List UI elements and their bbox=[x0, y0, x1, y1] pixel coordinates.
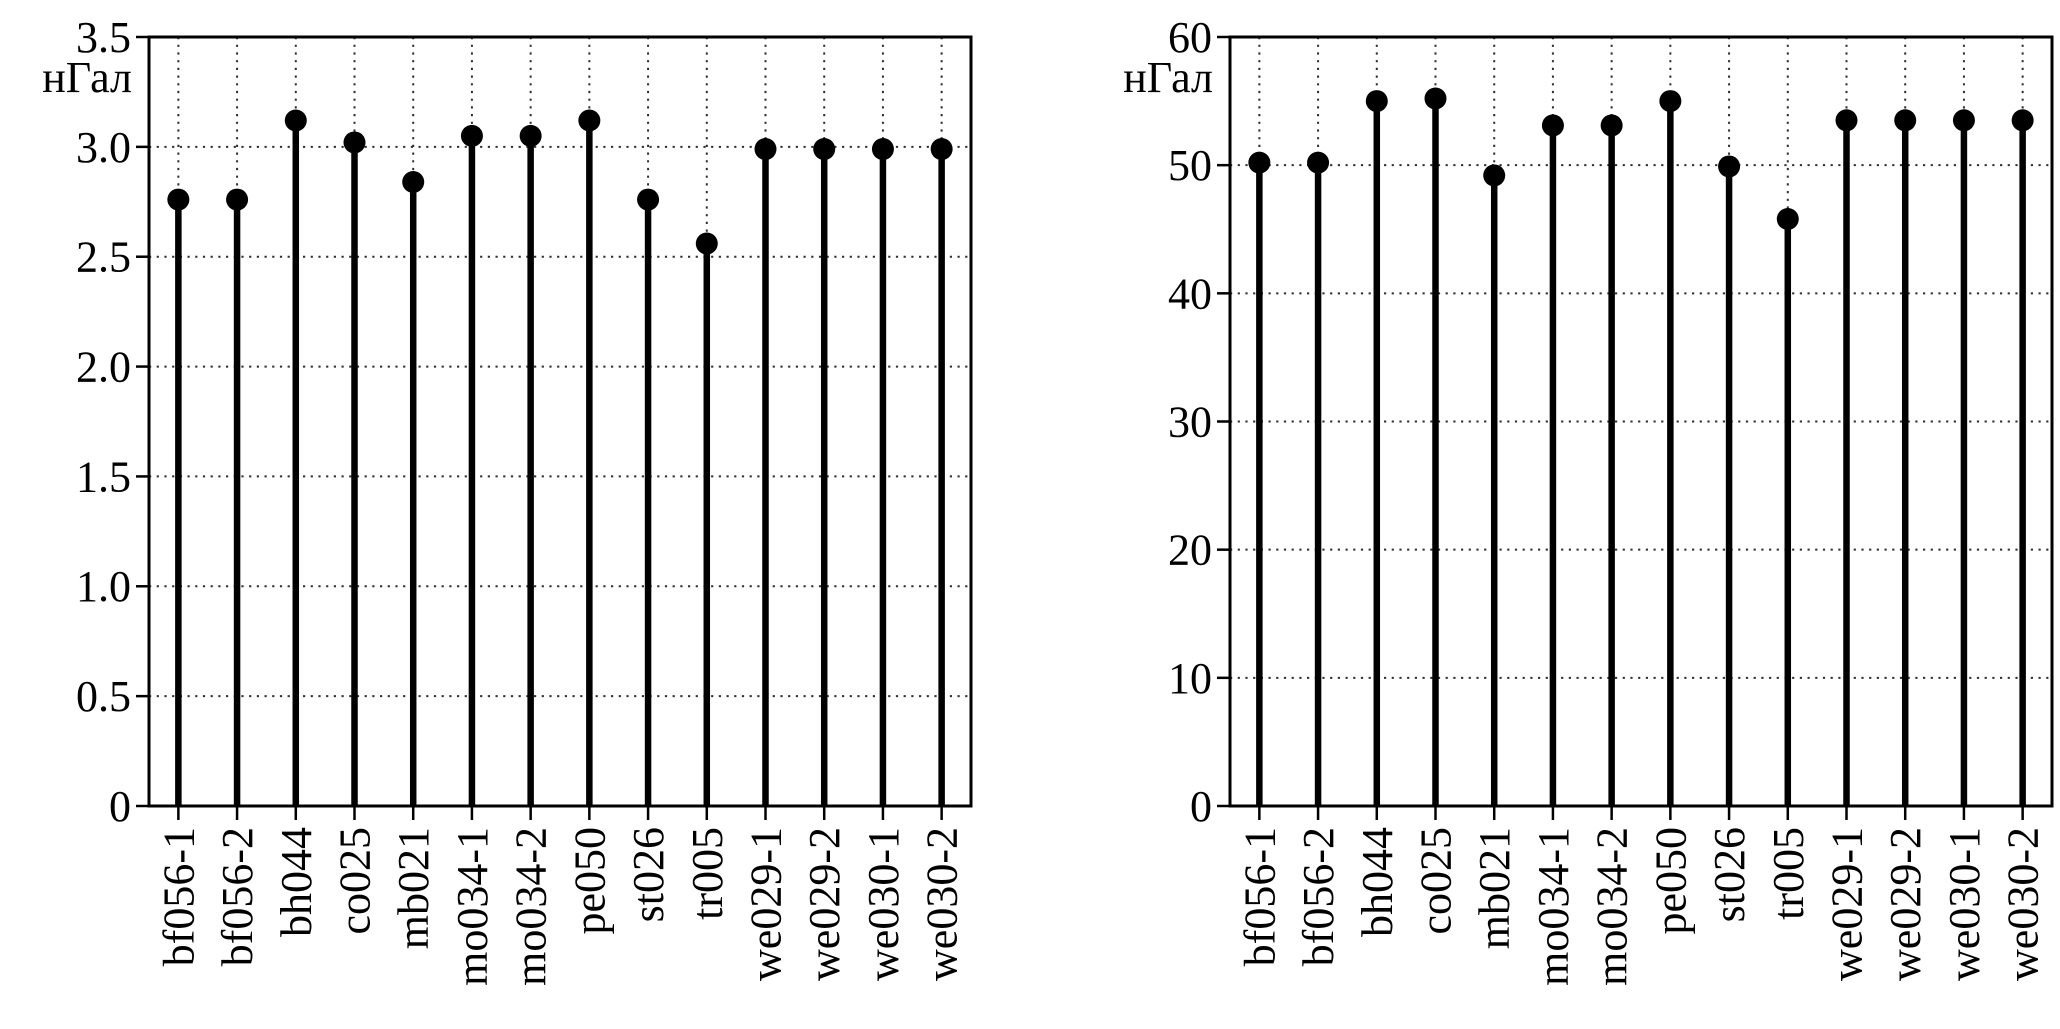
x-tick-label-we030-1: we030-1 bbox=[1940, 827, 1989, 981]
x-tick-label-pe050: pe050 bbox=[1646, 827, 1695, 935]
x-tick-label-bf056-2: bf056-2 bbox=[1294, 827, 1343, 966]
x-tick-label-bf056-1: bf056-1 bbox=[1235, 827, 1284, 966]
data-point-marker-co025 bbox=[343, 131, 366, 154]
x-tick-label-tr005: tr005 bbox=[683, 827, 732, 920]
x-tick-label-co025: co025 bbox=[1412, 827, 1461, 935]
data-point-marker-bh044 bbox=[1365, 90, 1388, 113]
y-tick-label: 50 bbox=[1168, 141, 1212, 190]
x-tick-label-bf056-1: bf056-1 bbox=[154, 827, 203, 966]
data-point-marker-st026 bbox=[1718, 155, 1741, 178]
y-tick-label: 2.0 bbox=[76, 343, 131, 392]
plot-frame bbox=[147, 35, 973, 808]
x-tick-label-tr005: tr005 bbox=[1764, 827, 1813, 920]
data-point-marker-we030-1 bbox=[871, 138, 894, 161]
data-point-marker-we029-2 bbox=[813, 138, 836, 161]
y-axis-unit-label: нГал bbox=[42, 53, 132, 102]
x-tick-label-we029-2: we029-2 bbox=[800, 827, 849, 981]
y-tick-label: 2.5 bbox=[76, 233, 131, 282]
x-tick-label-we029-2: we029-2 bbox=[1881, 827, 1930, 981]
data-point-marker-mo034-2 bbox=[1600, 114, 1623, 137]
data-point-marker-pe050 bbox=[578, 109, 601, 132]
y-tick-label: 60 bbox=[1168, 13, 1212, 62]
data-point-marker-mo034-2 bbox=[519, 124, 542, 147]
y-tick-label: 3.0 bbox=[76, 123, 131, 172]
x-tick-label-mb021: mb021 bbox=[389, 827, 438, 949]
data-point-marker-bf056-1 bbox=[1248, 151, 1271, 174]
data-point-marker-mb021 bbox=[402, 171, 425, 194]
data-point-marker-co025 bbox=[1424, 87, 1447, 110]
y-tick-label: 1.0 bbox=[76, 562, 131, 611]
y-tick-label: 1.5 bbox=[76, 452, 131, 501]
y-tick-label: 3.5 bbox=[76, 13, 131, 62]
x-tick-label-pe050: pe050 bbox=[565, 827, 614, 935]
x-tick-label-we030-2: we030-2 bbox=[1999, 827, 2048, 981]
data-point-marker-we030-2 bbox=[930, 138, 953, 161]
x-tick-label-mb021: mb021 bbox=[1470, 827, 1519, 949]
x-tick-label-bh044: bh044 bbox=[272, 827, 321, 937]
x-tick-label-bf056-2: bf056-2 bbox=[213, 827, 262, 966]
data-point-marker-bf056-2 bbox=[226, 188, 249, 211]
data-point-marker-bh044 bbox=[284, 109, 307, 132]
y-tick-label: 20 bbox=[1168, 526, 1212, 575]
y-tick-label: 0.5 bbox=[76, 672, 131, 721]
x-tick-label-st026: st026 bbox=[624, 827, 673, 922]
data-point-marker-tr005 bbox=[695, 232, 718, 255]
y-axis-unit-label: нГал bbox=[1123, 53, 1213, 102]
x-tick-label-we029-1: we029-1 bbox=[1823, 827, 1872, 981]
x-tick-label-mo034-1: mo034-1 bbox=[448, 827, 497, 986]
data-point-marker-we029-1 bbox=[1835, 109, 1858, 132]
data-point-marker-mo034-1 bbox=[1541, 114, 1564, 137]
data-point-marker-st026 bbox=[637, 188, 660, 211]
data-point-marker-we029-2 bbox=[1894, 109, 1917, 132]
x-tick-label-we030-1: we030-1 bbox=[859, 827, 908, 981]
data-point-marker-bf056-1 bbox=[167, 188, 190, 211]
data-point-marker-tr005 bbox=[1776, 207, 1799, 230]
data-point-marker-pe050 bbox=[1659, 90, 1682, 113]
x-tick-label-st026: st026 bbox=[1705, 827, 1754, 922]
data-point-marker-we029-1 bbox=[754, 138, 777, 161]
x-tick-label-co025: co025 bbox=[331, 827, 380, 935]
y-tick-label: 0 bbox=[109, 782, 131, 831]
y-tick-label: 0 bbox=[1190, 782, 1212, 831]
data-point-marker-mo034-1 bbox=[460, 124, 483, 147]
x-tick-label-bh044: bh044 bbox=[1353, 827, 1402, 937]
data-point-marker-we030-1 bbox=[1952, 109, 1975, 132]
data-point-marker-we030-2 bbox=[2011, 109, 2034, 132]
x-tick-label-we030-2: we030-2 bbox=[918, 827, 967, 981]
data-point-marker-bf056-2 bbox=[1307, 151, 1330, 174]
x-tick-label-mo034-2: mo034-2 bbox=[507, 827, 556, 986]
data-point-marker-mb021 bbox=[1483, 164, 1506, 187]
y-tick-label: 40 bbox=[1168, 269, 1212, 318]
y-tick-label: 30 bbox=[1168, 397, 1212, 446]
x-tick-label-mo034-1: mo034-1 bbox=[1529, 827, 1578, 986]
y-tick-label: 10 bbox=[1168, 654, 1212, 703]
x-tick-label-we029-1: we029-1 bbox=[742, 827, 791, 981]
x-tick-label-mo034-2: mo034-2 bbox=[1588, 827, 1637, 986]
